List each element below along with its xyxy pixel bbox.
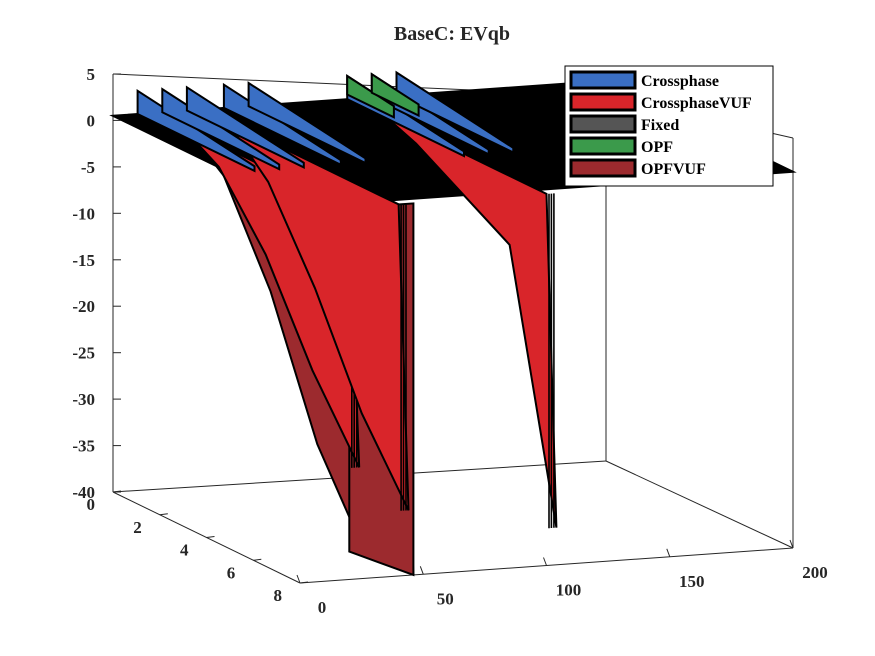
- y-tick-label: 4: [180, 541, 189, 560]
- y-axis-ticks: 0 2 4 6 8: [87, 490, 309, 605]
- floor-right-edge: [605, 460, 794, 549]
- y-tick-mark: [159, 513, 168, 516]
- z-tick-label: 5: [87, 65, 96, 84]
- z-axis-ticks: 5 0 -5 -10 -15 -20 -25 -30 -35 -40: [72, 65, 121, 502]
- x-tick-label: 200: [802, 563, 828, 582]
- x-tick-label: 100: [556, 581, 582, 600]
- legend-swatch: [569, 136, 637, 156]
- y-tick-mark: [206, 536, 215, 538]
- y-tick-label: 0: [87, 495, 96, 514]
- z-tick-label: -35: [72, 437, 95, 456]
- surface-crossphase-ridge: [247, 81, 367, 165]
- legend-label: CrossphaseVUF: [641, 95, 752, 112]
- x-axis-ticks: 0 50 100 150 200: [296, 539, 828, 617]
- x-tick-mark: [543, 557, 547, 566]
- z-tick-label: -10: [72, 204, 95, 223]
- surface-crossphase-ridge: [395, 70, 515, 155]
- y-tick-mark: [253, 558, 262, 561]
- legend-label: Crossphase: [641, 73, 719, 90]
- y-tick-mark: [112, 490, 122, 493]
- z-tick-label: -25: [72, 344, 95, 363]
- x-tick-label: 50: [437, 589, 454, 608]
- surface-opf-ridge: [370, 72, 420, 118]
- x-tick-label: 0: [318, 598, 327, 617]
- legend-swatch: [569, 92, 637, 112]
- z-tick-label: -30: [72, 390, 95, 409]
- legend-swatch: [569, 158, 637, 178]
- y-tick-label: 6: [227, 563, 236, 582]
- x-tick-mark: [296, 574, 301, 584]
- z-tick-label: -5: [81, 158, 95, 177]
- z-tick-label: -40: [72, 483, 95, 502]
- y-tick-label: 2: [133, 518, 142, 537]
- z-tick-label: -20: [72, 297, 95, 316]
- z-tick-label: 0: [87, 111, 96, 130]
- legend: Crossphase CrossphaseVUF Fixed OPF OPFVUF: [564, 65, 774, 187]
- x-tick-mark: [419, 566, 424, 575]
- legend-swatch: [569, 70, 637, 90]
- x-tick-label: 150: [679, 572, 705, 591]
- surface-crossphasevuf-wall: [207, 111, 410, 511]
- legend-label: Fixed: [641, 117, 679, 134]
- z-tick-label: -15: [72, 251, 95, 270]
- surface-opf-ridge: [346, 74, 395, 119]
- legend-label: OPF: [641, 139, 673, 156]
- y-tick-mark: [299, 581, 309, 584]
- surface-crossphase-ridge: [185, 85, 305, 169]
- legend-swatch: [569, 114, 637, 134]
- legend-label: OPFVUF: [641, 161, 706, 178]
- x-tick-mark: [789, 539, 794, 549]
- chart-title: BaseC: EVqb: [394, 23, 510, 45]
- y-tick-label: 8: [274, 586, 283, 605]
- x-tick-mark: [666, 548, 671, 557]
